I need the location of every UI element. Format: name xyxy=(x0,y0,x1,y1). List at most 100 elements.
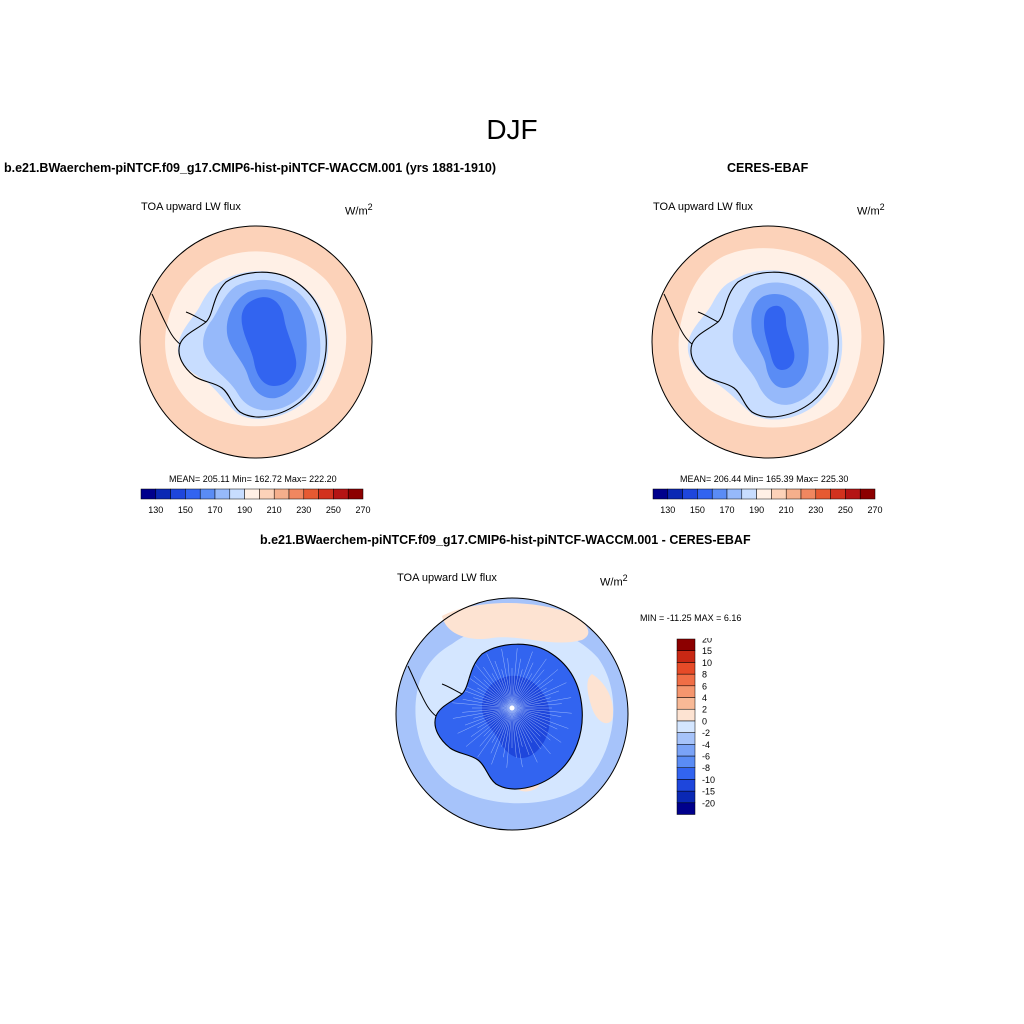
diff-colorbar-box xyxy=(676,732,696,745)
diff-colorbar-box xyxy=(676,708,696,722)
model-colorbar-box xyxy=(288,488,305,500)
diff-minmax: MIN = -11.25 MAX = 6.16 xyxy=(640,613,742,623)
diff-polar-map xyxy=(395,597,629,831)
obs-colorbar-tick-label: 210 xyxy=(779,505,794,515)
model-colorbar-box xyxy=(140,488,157,500)
model-colorbar-tick-label: 170 xyxy=(207,505,222,515)
model-colorbar-box xyxy=(199,488,216,500)
diff-colorbar-tick-label: 6 xyxy=(702,681,707,691)
obs-map-border xyxy=(651,225,885,459)
diff-colorbar-tick-label: 8 xyxy=(702,670,707,680)
model-colorbar-tick-label: 210 xyxy=(267,505,282,515)
obs-map-ice-deep xyxy=(764,305,795,370)
obs-colorbar-box xyxy=(800,488,817,500)
obs-colorbar-box xyxy=(667,488,683,500)
obs-colorbar-tick-label: 150 xyxy=(690,505,705,515)
diff-colorbar-tick-label: -6 xyxy=(702,752,710,762)
model-colorbar-box xyxy=(259,488,275,500)
diff-colorbar-tick-label: -4 xyxy=(702,740,710,750)
model-stats: MEAN= 205.11 Min= 162.72 Max= 222.20 xyxy=(169,474,337,484)
model-colorbar-tick-label: 250 xyxy=(326,505,341,515)
model-polar-map xyxy=(139,225,373,459)
diff-map-warm-patch-right xyxy=(587,674,614,724)
diff-colorbar-tick-label: 0 xyxy=(702,716,707,726)
model-colorbar-tick-label: 270 xyxy=(355,505,370,515)
obs-colorbar-box xyxy=(652,488,669,500)
diff-colorbar-box xyxy=(676,720,696,733)
diff-colorbar-box xyxy=(676,744,696,757)
diff-colorbar-tick-label: 15 xyxy=(702,646,712,656)
obs-colorbar-box xyxy=(815,488,831,500)
model-colorbar-box xyxy=(170,488,186,500)
obs-colorbar-box xyxy=(682,488,698,500)
model-colorbar-box xyxy=(229,488,245,500)
obs-colorbar-box xyxy=(741,488,757,500)
diff-pole-marker xyxy=(509,705,515,711)
diff-colorbar-box xyxy=(676,790,696,804)
obs-peninsula-coast xyxy=(663,293,719,345)
model-colorbar-tick-label: 230 xyxy=(296,505,311,515)
diff-colorbar-box xyxy=(676,650,696,663)
obs-colorbar-tick-label: 190 xyxy=(749,505,764,515)
diff-radial-streaks xyxy=(452,648,572,768)
obs-panel-title: CERES-EBAF xyxy=(727,161,809,175)
model-colorbar: 130 150 170 190 210 230 250 270 xyxy=(140,488,371,515)
figure-title: DJF xyxy=(486,114,538,145)
obs-colorbar-box xyxy=(830,488,846,500)
model-panel-title: b.e21.BWaerchem-piNTCF.f09_g17.CMIP6-his… xyxy=(4,161,497,175)
model-peninsula-coast xyxy=(151,293,207,345)
diff-units-label: W/m2 xyxy=(600,573,628,589)
obs-colorbar-box xyxy=(859,488,876,500)
diff-map-warm-patch-top xyxy=(442,602,589,643)
diff-map-border xyxy=(395,597,629,831)
model-map-ice-deep xyxy=(241,297,297,386)
diff-colorbar-box xyxy=(676,755,696,768)
diff-colorbar-box xyxy=(676,779,696,792)
obs-polar-map xyxy=(651,225,885,459)
model-colorbar-box xyxy=(303,488,319,500)
diff-coastline xyxy=(434,643,583,790)
diff-colorbar-box xyxy=(676,767,696,780)
model-map-border xyxy=(139,225,373,459)
obs-colorbar-tick-label: 170 xyxy=(719,505,734,515)
obs-stats: MEAN= 206.44 Min= 165.39 Max= 225.30 xyxy=(680,474,849,484)
obs-colorbar-tick-label: 250 xyxy=(838,505,853,515)
model-colorbar-box xyxy=(244,488,260,500)
diff-variable-label: TOA upward LW flux xyxy=(397,572,497,584)
model-colorbar-box xyxy=(214,488,231,500)
diff-colorbar-tick-label: -20 xyxy=(702,798,715,808)
obs-variable-label: TOA upward LW flux xyxy=(653,201,753,213)
obs-colorbar-box xyxy=(697,488,713,500)
diff-colorbar-box xyxy=(676,662,696,675)
diff-colorbar-tick-label: 2 xyxy=(702,705,707,715)
model-colorbar-box xyxy=(273,488,290,500)
obs-colorbar-box xyxy=(711,488,728,500)
obs-colorbar-box xyxy=(785,488,802,500)
model-variable-label: TOA upward LW flux xyxy=(141,201,241,213)
obs-colorbar: 130 150 170 190 210 230 250 270 xyxy=(652,488,883,515)
model-colorbar-box xyxy=(318,488,334,500)
diff-colorbar-tick-label: -2 xyxy=(702,728,710,738)
model-colorbar-box xyxy=(185,488,201,500)
obs-colorbar-box xyxy=(756,488,772,500)
diff-panel-title: b.e21.BWaerchem-piNTCF.f09_g17.CMIP6-his… xyxy=(260,533,751,547)
model-colorbar-tick-label: 190 xyxy=(237,505,252,515)
obs-units-label: W/m2 xyxy=(857,202,885,218)
diff-colorbar-tick-label: -8 xyxy=(702,763,710,773)
obs-colorbar-tick-label: 230 xyxy=(808,505,823,515)
obs-coastline xyxy=(690,271,839,418)
model-colorbar-tick-label: 130 xyxy=(148,505,163,515)
model-colorbar-tick-label: 150 xyxy=(178,505,193,515)
diff-colorbar-box xyxy=(676,638,696,651)
model-colorbar-box xyxy=(347,488,364,500)
obs-colorbar-box xyxy=(726,488,743,500)
obs-colorbar-tick-label: 270 xyxy=(867,505,882,515)
model-colorbar-box xyxy=(333,488,349,500)
model-units-label: W/m2 xyxy=(345,202,373,218)
obs-colorbar-box xyxy=(771,488,787,500)
model-colorbar-box xyxy=(155,488,171,500)
diff-colorbar-box xyxy=(676,697,696,710)
diff-colorbar-tick-label: 10 xyxy=(702,658,712,668)
diff-colorbar-tick-label: 20 xyxy=(702,638,712,645)
model-coastline xyxy=(178,271,327,418)
